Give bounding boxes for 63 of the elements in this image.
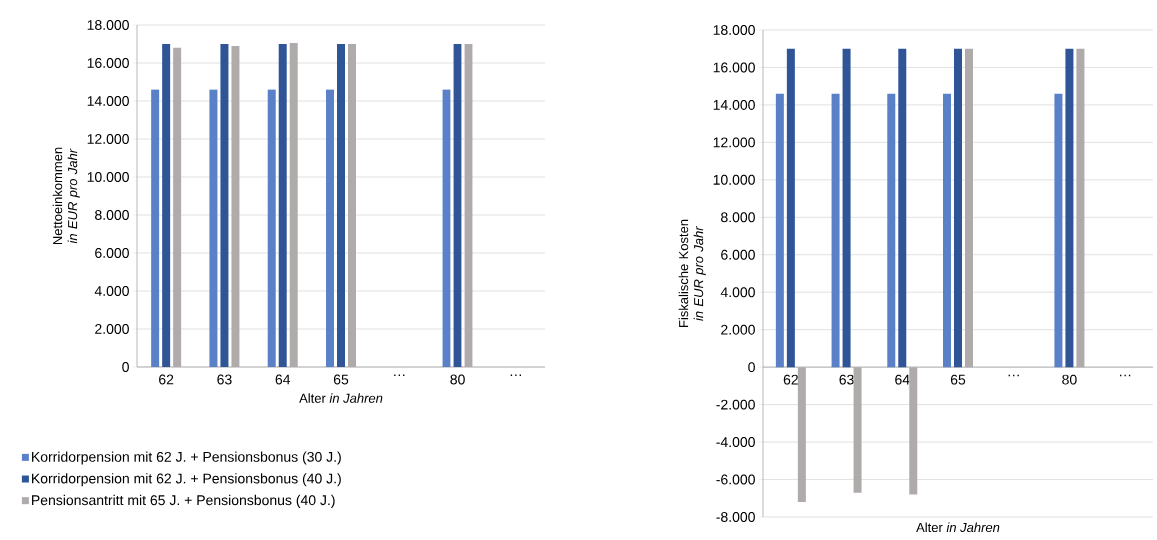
x-axis-title: Alter in Jahren [916, 522, 1000, 533]
x-tick-label: 80 [450, 374, 465, 385]
x-tick-label: 64 [275, 374, 291, 385]
x-tick-label: 63 [217, 374, 232, 385]
y-axis-title: Fiskalische Kosten in EUR pro Jahr [678, 219, 706, 327]
x-tick-label: … [1120, 374, 1131, 377]
x-tick-label: 80 [1062, 374, 1077, 385]
bar [267, 89, 276, 367]
bar [209, 89, 218, 367]
bar [887, 93, 896, 368]
y-tick-label: 0 [748, 362, 755, 373]
bar [1054, 93, 1063, 368]
y-tick-label: 16.000 [713, 62, 755, 73]
y-axis-title: Nettoeinkommen in EUR pro Jahr [52, 147, 80, 245]
y-tick-label: 6.000 [721, 249, 755, 260]
y-tick-label: 14.000 [87, 96, 129, 106]
bar [1065, 48, 1074, 368]
x-tick-label: 65 [950, 374, 966, 385]
y-tick-label: 8.000 [95, 210, 129, 220]
y-tick-label: 10.000 [87, 172, 129, 182]
x-tick-label: 62 [783, 374, 798, 385]
y-tick-label: 14.000 [713, 99, 755, 110]
y-tick-label: -2.000 [716, 399, 755, 410]
y-tick-label: -8.000 [716, 512, 755, 522]
y-tick-label: 10.000 [713, 174, 755, 185]
x-axis-title: Alter in Jahren [299, 393, 383, 403]
bar [786, 48, 795, 368]
y-tick-label: -4.000 [716, 437, 755, 448]
legend-label: Korridorpension mit 62 J. + Pensionsbonus (40 J.) [32, 473, 341, 487]
y-tick-label: 12.000 [87, 134, 129, 144]
x-tick-label: … [510, 374, 521, 377]
y-tick-label: 16.000 [87, 58, 129, 68]
bar [954, 48, 962, 368]
y-tick-label: -6.000 [716, 474, 755, 485]
bar [326, 89, 335, 367]
x-tick-label: 63 [839, 374, 854, 385]
y-tick-label: 2.000 [95, 324, 129, 334]
bar [278, 43, 287, 367]
y-tick-label: 2.000 [721, 324, 755, 335]
y-tick-label: 0 [122, 362, 129, 372]
bar [831, 93, 840, 368]
legend-label: Korridorpension mit 62 J. + Pensionsbonus (30 J.) [32, 451, 341, 465]
bar [898, 48, 907, 368]
y-tick-label: 18.000 [713, 25, 755, 35]
y-tick-label: 4.000 [720, 287, 755, 298]
bar [775, 93, 784, 368]
bar [220, 43, 229, 367]
x-tick-label: 64 [895, 374, 910, 385]
y-tick-label: 12.000 [713, 137, 755, 148]
bar [943, 93, 951, 368]
x-tick-label: 65 [333, 374, 349, 385]
x-tick-label: 62 [159, 374, 174, 385]
x-tick-label: … [394, 374, 405, 377]
bar [842, 48, 851, 368]
y-tick-label: 18.000 [87, 20, 129, 30]
bar [337, 43, 346, 367]
bar [162, 43, 171, 367]
legend-label: Pensionsantritt mit 65 J. + Pensionsbonus (40 J.) [32, 494, 335, 508]
y-tick-label: 4.000 [94, 286, 129, 296]
y-tick-label: 6.000 [95, 248, 129, 258]
x-tick-label: … [1008, 374, 1019, 377]
bar [151, 89, 160, 367]
y-tick-label: 8.000 [721, 212, 755, 223]
